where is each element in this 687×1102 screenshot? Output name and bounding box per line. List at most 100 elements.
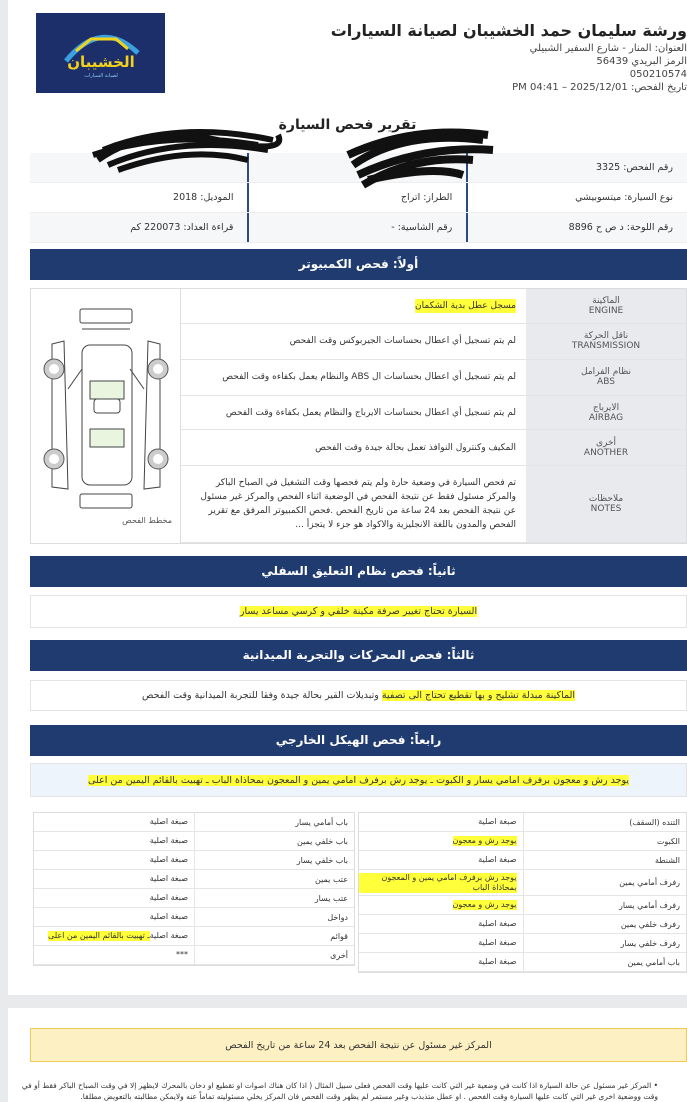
part-name: عتب يمين — [194, 870, 354, 888]
check-value: مسجل عطل بدية الشكمان — [181, 289, 526, 323]
info-cell: رقم الشاسية: - — [249, 213, 469, 242]
info-cell: نوع السيارة: ميتسوبيشي — [575, 192, 673, 203]
label-en: NOTES — [590, 504, 622, 515]
computer-check-row: ناقل الحركة TRANSMISSION لم يتم تسجيل أي ا… — [181, 323, 686, 360]
part-status: صبغة اصلية — [359, 957, 523, 967]
part-status: صبغة اصلية — [34, 893, 194, 903]
part-status-text: صبغة اصلية — [478, 957, 517, 966]
disclaimer-bullet: • المركز غير مسئول عن حالة السيارة اذا ك… — [21, 1081, 658, 1101]
engine-test-highlight: الماكينة مبدلة تشليح و بها تقطيع تحتاج ا… — [381, 690, 575, 701]
address: العنوان: المنار - شارع السفير الشبيلي — [529, 43, 687, 54]
workshop-header: ورشة سليمان حمد الخشيبان لصيانة السيارات… — [331, 20, 687, 94]
part-name: رفرف أمامي يمين — [522, 870, 687, 895]
check-value: تم فحص السيارة في وضعية حارة ولم يتم فحص… — [181, 466, 526, 542]
info-row: رقم الفحص: 3325 — [30, 153, 687, 183]
engine-test-text: وتبديلات القير بحالة جيدة وفقا للتجربة ا… — [142, 690, 379, 701]
part-status-text: صبغة اصلية — [478, 855, 517, 864]
part-status: يوجد رش و معجون — [359, 836, 523, 846]
part-status: صبغة اصلية — [34, 912, 194, 922]
label-ar: ناقل الحركة — [583, 331, 629, 342]
disclaimer-text: المركز غير مسئول عن حالة السيارة اذا كان… — [21, 1081, 658, 1101]
phone: 050210574 — [629, 69, 687, 80]
check-value-text: المكيف وكنترول النوافذ تعمل بحالة جيدة و… — [315, 442, 516, 453]
inspection-diagram: مخطط الفحص — [31, 289, 181, 543]
body-part-row: باب خلفي يسار صبغة اصلية — [34, 851, 354, 870]
engine-test-result: الماكينة مبدلة تشليح و بها تقطيع تحتاج ا… — [30, 680, 687, 711]
part-status: صبغة اصلية — [359, 938, 523, 948]
part-name: باب أمامي يسار — [194, 813, 354, 831]
computer-check-row: الماكينة ENGINE مسجل عطل بدية الشكمان — [181, 289, 686, 324]
part-status: يوجد رش و معجون — [359, 900, 523, 910]
part-status-text: صبغة اصلية — [149, 817, 188, 826]
part-status: صبغة اصلية — [34, 874, 194, 884]
report-page-1: الخشيبان لصيانة السيارات ورشة سليمان حمد… — [8, 0, 687, 995]
part-name: رفرف أمامي يسار — [522, 896, 687, 914]
part-name: عتب يسار — [194, 889, 354, 907]
check-label: الايرباج AIRBAG — [526, 395, 686, 430]
body-part-row: أخرى *** — [34, 946, 354, 965]
svg-text:لصيانة السيارات: لصيانة السيارات — [84, 73, 118, 79]
report-title: تقرير فحص السيارة — [278, 117, 417, 133]
part-status-extra: ـ تهبيت بالقائم اليمين من اعلى — [48, 931, 150, 941]
part-status-text: صبغة اصلية — [149, 931, 188, 940]
computer-check-row: أخرى ANOTHER المكيف وكنترول النوافذ تعمل ب… — [181, 430, 686, 467]
check-value-text: لم يتم تسجيل أي اعطال بحساسات الجيربوكس … — [289, 336, 516, 347]
label-en: AIRBAG — [588, 412, 624, 423]
part-name: باب خلفي يمين — [194, 832, 354, 850]
svg-text:الخشيبان: الخشيبان — [67, 53, 135, 71]
check-value: لم يتم تسجيل أي اعطال بحساسات الايرباج و… — [181, 396, 526, 430]
part-status: صبغة اصلية — [34, 836, 194, 846]
label-ar: نظام الفرامل — [581, 367, 631, 378]
redaction-scribble — [92, 129, 283, 173]
workshop-logo: الخشيبان لصيانة السيارات — [36, 13, 165, 93]
section2-header: ثانياً: فحص نظام التعليق السفلي — [30, 556, 687, 587]
body-part-row: باب أمامي يمين صبغة اصلية — [359, 953, 686, 972]
redaction-scribble — [346, 128, 494, 189]
body-part-row: الكبوت يوجد رش و معجون — [359, 832, 686, 851]
part-status: *** — [34, 950, 194, 960]
part-name: باب خلفي يسار — [194, 851, 354, 869]
part-status-text: صبغة اصلية — [149, 874, 188, 883]
check-value-text: لم يتم تسجيل أي اعطال بحساسات الايرباج و… — [225, 407, 516, 418]
info-cell: رقم اللوحة: د ص ح 8896 — [568, 222, 673, 233]
part-name: الشنطة — [522, 851, 687, 869]
part-status-text: *** — [176, 950, 188, 959]
part-status-text: يوجد رش و معجون — [452, 900, 517, 910]
part-status-text: صبغة اصلية — [149, 912, 188, 921]
suspension-result: السيارة تحتاج تغيير صرفة مكينة خلفي و كر… — [30, 595, 687, 628]
body-part-row: دواخل صبغة اصلية — [34, 908, 354, 927]
body-part-row: التنده (السقف) صبغة اصلية — [359, 813, 686, 832]
check-label: نظام الفرامل ABS — [526, 359, 686, 395]
postal-code: الرمز البريدي 56439 — [596, 56, 687, 67]
part-status-text: صبغة اصلية — [478, 817, 517, 826]
part-status-text: صبغة اصلية — [478, 919, 517, 928]
check-value: المكيف وكنترول النوافذ تعمل بحالة جيدة و… — [181, 430, 526, 465]
info-cell: الموديل: 2018 — [31, 183, 250, 212]
computer-check-row: نظام الفرامل ABS لم يتم تسجيل أي اعطال بحس… — [181, 359, 686, 396]
check-value-text: مسجل عطل بدية الشكمان — [415, 298, 516, 313]
part-name: رفرف خلفي يسار — [522, 934, 687, 952]
info-cell: قراءة العداد: 220073 كم — [31, 213, 250, 242]
check-value-text: تم فحص السيارة في وضعية حارة ولم يتم فحص… — [200, 478, 516, 531]
label-en: ANOTHER — [583, 447, 629, 458]
check-value-text: لم يتم تسجيل أي اعطال بحساسات ال ABS وال… — [222, 372, 516, 383]
part-status-text: يوجد رش و معجون — [452, 836, 517, 846]
body-part-row: الشنطة صبغة اصلية — [359, 851, 686, 870]
section4-header: رابعاً: فحص الهيكل الخارجي — [30, 725, 687, 756]
report-page-2: المركز غير مسئول عن نتيجة الفحص بعد 24 س… — [8, 1008, 687, 1102]
body-summary-text: يوجد رش و معجون برفرف امامي يسار و الكبو… — [87, 774, 630, 786]
check-label: أخرى ANOTHER — [526, 430, 686, 466]
workshop-name: ورشة سليمان حمد الخشيبان لصيانة السيارات — [330, 21, 687, 40]
body-summary: يوجد رش و معجون برفرف امامي يسار و الكبو… — [30, 763, 687, 797]
info-cell — [249, 153, 469, 182]
label-ar: الماكينة — [592, 295, 620, 306]
part-status: صبغة اصلية — [359, 817, 523, 827]
section3-header: ثالثاً: فحص المحركات والتجربة الميدانية — [30, 640, 687, 671]
vehicle-info-table: رقم الفحص: 3325 نوع السيارة: ميتسوبيشي الط… — [30, 153, 687, 243]
check-label: الماكينة ENGINE — [526, 289, 686, 323]
body-parts-table-left: باب أمامي يسار صبغة اصلية باب خلفي يمين صبغ… — [33, 812, 355, 966]
part-status: صبغة اصلية ـ تهبيت بالقائم اليمين من اعل… — [34, 931, 194, 941]
label-en: ABS — [597, 377, 615, 388]
part-status: صبغة اصلية — [34, 817, 194, 827]
part-status-text: صبغة اصلية — [478, 938, 517, 947]
